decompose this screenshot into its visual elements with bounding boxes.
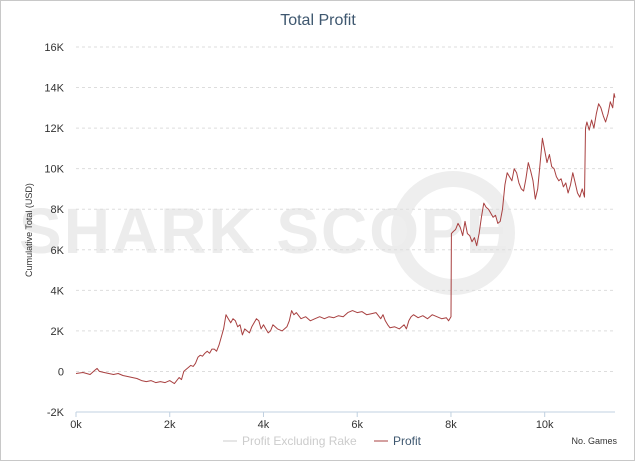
x-tick-label: 2k [164, 419, 176, 431]
y-tick-label: -2K [47, 407, 65, 419]
y-tick-label: 10K [44, 164, 64, 176]
y-tick-label: 8K [51, 204, 65, 216]
chart-title: Total Profit [280, 12, 356, 29]
y-tick-label: 12K [44, 123, 64, 135]
x-axis-ticks: 0k 2k 4k 6k 8k 10k [70, 412, 554, 431]
legend: Profit Excluding Rake Profit [223, 434, 422, 448]
x-tick-label: 10k [536, 419, 554, 431]
x-tick-label: 0k [70, 419, 82, 431]
watermark-scope-ring [391, 171, 515, 295]
series-group [75, 93, 616, 385]
y-tick-label: 0 [58, 366, 64, 378]
y-tick-label: 14K [44, 83, 64, 95]
watermark-text: SHARK SCOPE [19, 195, 510, 267]
legend-item-1[interactable]: Profit [393, 434, 422, 448]
y-axis-ticks: -2K 0 2K 4K 6K 8K 10K 12K 14K 16K [44, 42, 64, 419]
x-axis-label: No. Games [571, 436, 617, 446]
x-tick-label: 6k [351, 419, 363, 431]
y-tick-label: 4K [51, 285, 65, 297]
x-tick-label: 4k [258, 419, 270, 431]
x-tick-label: 8k [445, 419, 457, 431]
watermark: SHARK SCOPE [19, 171, 515, 295]
y-axis-label: Cumulative Total (USD) [24, 183, 34, 277]
y-tick-label: 16K [44, 42, 64, 54]
series-line-1 [75, 93, 616, 385]
legend-item-0[interactable]: Profit Excluding Rake [242, 434, 357, 448]
y-tick-label: 6K [51, 245, 65, 257]
y-tick-label: 2K [51, 326, 65, 338]
